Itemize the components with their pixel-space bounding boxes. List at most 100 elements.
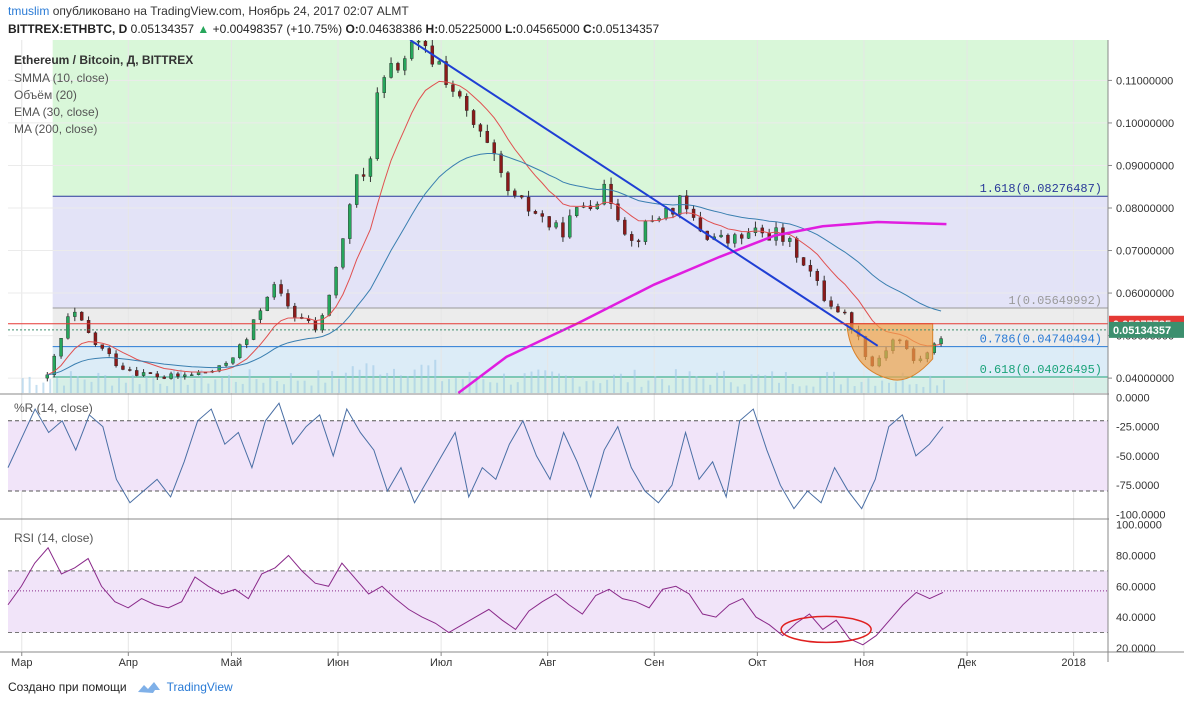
volume-bar (104, 375, 107, 393)
volume-bar (56, 377, 59, 393)
low-value: 0.04565000 (516, 22, 580, 36)
right-axis-bg (1109, 40, 1184, 662)
close-value-2: 0.05134357 (595, 22, 660, 36)
volume-bar (28, 376, 31, 393)
candle-body (272, 284, 276, 298)
rsi-tick-label: 60.0000 (1116, 581, 1156, 593)
wr-tick-label: -75.0000 (1116, 480, 1159, 492)
candle-body (458, 91, 462, 97)
volume-bar (83, 379, 86, 393)
volume-bar (427, 365, 430, 393)
volume-bar (49, 379, 52, 393)
symbol-label: BITTREX:ETHBTC, D (8, 22, 128, 36)
volume-bar (585, 381, 588, 393)
volume-bar (35, 384, 38, 393)
author-link[interactable]: tmuslim (8, 4, 50, 18)
candle-body (114, 353, 118, 367)
candle-body (437, 61, 441, 65)
price-tick-label: 0.07000000 (1116, 246, 1174, 258)
chart-canvas[interactable]: 1.618(0.08276487) 1(0.05649992) 0.786(0.04… (0, 40, 1184, 672)
smma-line (47, 80, 942, 376)
up-arrow-icon: ▲ (197, 22, 210, 36)
volume-bar (860, 381, 863, 393)
candle-body (822, 280, 826, 301)
x-tick-label: Окт (748, 657, 767, 669)
ema-line (47, 152, 942, 376)
volume-bar (379, 374, 382, 393)
volume-bar (929, 375, 932, 393)
volume-bar (351, 366, 354, 393)
candle-body (258, 310, 263, 320)
candle-body (389, 63, 393, 78)
indicator-label: MA (200, close) (14, 122, 97, 136)
volume-bar (853, 386, 856, 393)
trendline (409, 40, 879, 347)
candle-body (540, 213, 545, 217)
volume-bar (571, 377, 574, 393)
rsi-tick-label: 100.0000 (1116, 520, 1162, 532)
volume-bar (420, 364, 423, 393)
candle-body (368, 158, 373, 177)
volume-bar (551, 371, 554, 393)
candle-body (588, 205, 593, 209)
candle-body (568, 215, 572, 238)
volume-bar (296, 380, 299, 393)
x-tick-label: Сен (644, 657, 664, 669)
candle-body (478, 124, 483, 132)
candle-body (293, 305, 297, 318)
volume-bar (159, 383, 162, 393)
volume-bar (90, 381, 93, 393)
volume-bar (310, 385, 313, 393)
price-tick-label: 0.08000000 (1116, 203, 1174, 215)
volume-bar (399, 375, 402, 393)
tradingview-link[interactable]: TradingView (166, 680, 233, 694)
candle-body (141, 372, 146, 376)
candle-body (148, 372, 153, 374)
volume-bar (496, 382, 499, 393)
rsi-tick-label: 20.0000 (1116, 643, 1156, 655)
candle-body (327, 294, 331, 316)
candle-body (808, 265, 813, 272)
volume-bar (489, 382, 492, 393)
indicator-label: Объём (20) (14, 88, 77, 102)
close-value: 0.05134357 (130, 22, 195, 36)
candle-body (554, 222, 558, 228)
candle-body (471, 110, 476, 125)
volume-bar (558, 373, 560, 393)
volume-bar (599, 383, 602, 393)
volume-bar (358, 369, 361, 393)
volume-bar (413, 369, 416, 393)
candle-body (341, 238, 345, 268)
rsi-tick-label: 80.0000 (1116, 550, 1156, 562)
candle-body (121, 365, 125, 370)
volume-bar (228, 374, 230, 393)
volume-bar (881, 380, 884, 393)
wr-tick-label: -50.0000 (1116, 451, 1159, 463)
candle-body (513, 190, 517, 196)
indicator-label: EMA (30, close) (14, 105, 99, 119)
volume-bar (76, 376, 79, 393)
candle-body (52, 355, 56, 376)
volume-bar (386, 372, 389, 393)
volume-bar (688, 371, 691, 393)
candle-body (836, 306, 840, 313)
fib-zone-top (52, 40, 1108, 197)
volume-bar (743, 384, 746, 393)
volume-bar (702, 378, 705, 393)
volume-bar (138, 384, 141, 393)
price-tick-label: 0.11000000 (1116, 75, 1173, 87)
candle-body (939, 338, 943, 345)
candle-body (533, 211, 538, 214)
rsi-band (8, 570, 1108, 633)
open-label: O: (345, 22, 359, 36)
tradingview-logo-icon[interactable] (137, 680, 161, 694)
volume-bar (482, 379, 485, 393)
volume-bar (839, 384, 842, 393)
candle-body (100, 344, 105, 349)
change-value: +0.00498357 (+10.75%) (212, 22, 343, 36)
volume-bar (448, 379, 450, 393)
volume-bar (509, 384, 512, 393)
volume-bar (42, 382, 45, 393)
volume-bar (214, 379, 217, 393)
volume-bar (784, 372, 787, 393)
